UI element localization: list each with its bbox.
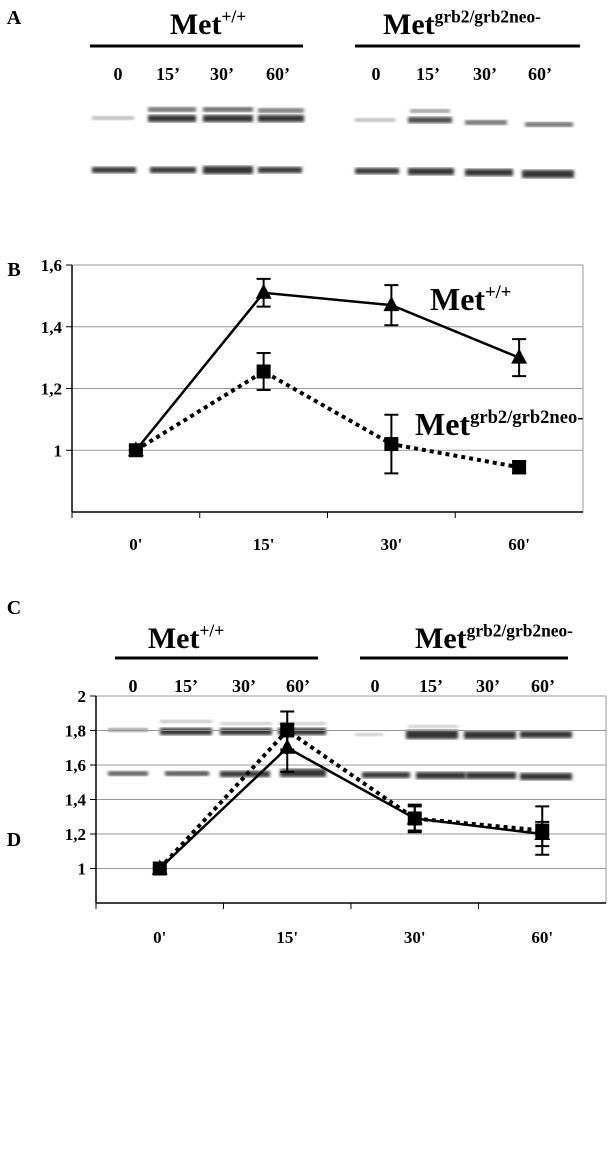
- marker: [384, 437, 399, 452]
- time-label: 30’: [476, 676, 500, 696]
- x-tick-label: 30': [404, 928, 426, 947]
- series-line: [158, 746, 543, 870]
- series-line: [134, 291, 520, 452]
- x-tick-label: 60': [531, 928, 553, 947]
- y-tick-label: 1,2: [41, 380, 62, 399]
- marker: [511, 348, 528, 364]
- time-label: 15’: [156, 64, 180, 84]
- time-label: 30’: [232, 676, 256, 696]
- time-label: 0: [372, 64, 381, 84]
- x-tick-label: 15': [253, 535, 275, 554]
- y-tick-label: 1: [54, 441, 63, 460]
- time-label: 60’: [531, 676, 555, 696]
- x-tick-label: 15': [276, 928, 298, 947]
- label: Metgrb2/grb2neo-: [415, 406, 583, 442]
- x-tick-label: 30': [381, 535, 403, 554]
- y-tick-label: 1,6: [65, 756, 86, 775]
- y-tick-label: 1,4: [41, 318, 63, 337]
- label: Met+/+: [170, 7, 246, 41]
- series-line: [134, 369, 520, 470]
- label-sup: +/+: [199, 621, 224, 641]
- x-tick-label: 0': [129, 535, 142, 554]
- marker: [128, 443, 143, 458]
- x-tick-label: 0': [153, 928, 166, 947]
- series-line: [158, 727, 543, 870]
- blot-a: [92, 107, 574, 178]
- time-label: 0: [371, 676, 380, 696]
- y-tick-label: 1,6: [41, 256, 62, 275]
- y-tick-label: 2: [78, 687, 87, 706]
- time-label: 0: [129, 676, 138, 696]
- label: Met+/+: [148, 621, 224, 655]
- panel-label: D: [7, 829, 21, 851]
- label-base: Met: [148, 622, 200, 655]
- time-label: 30’: [210, 64, 234, 84]
- marker: [383, 296, 400, 312]
- marker: [255, 283, 272, 299]
- time-label: 15’: [416, 64, 440, 84]
- label-sup: +/+: [221, 7, 246, 27]
- panel-label: A: [7, 7, 22, 29]
- label-base: Met: [170, 8, 222, 41]
- blot-c: [108, 720, 572, 780]
- y-tick-label: 1: [78, 860, 87, 879]
- label-sup: +/+: [485, 282, 511, 303]
- time-label: 60’: [286, 676, 310, 696]
- time-label: 15’: [174, 676, 198, 696]
- label-base: Met: [415, 406, 470, 442]
- label: Metgrb2/grb2neo-: [415, 621, 573, 655]
- time-label: 0: [114, 64, 123, 84]
- label-sup: grb2/grb2neo-: [470, 407, 583, 428]
- label: Metgrb2/grb2neo-: [383, 7, 541, 41]
- x-tick-label: 60': [508, 535, 530, 554]
- time-label: 60’: [528, 64, 552, 84]
- marker: [256, 364, 271, 379]
- time-label: 15’: [419, 676, 443, 696]
- marker: [407, 811, 422, 826]
- y-tick-label: 1,4: [65, 791, 87, 810]
- label-sup: grb2/grb2neo-: [435, 7, 541, 27]
- label-sup: grb2/grb2neo-: [467, 621, 573, 641]
- marker: [280, 723, 295, 738]
- marker: [535, 823, 550, 838]
- label-base: Met: [430, 281, 485, 317]
- y-tick-label: 1,8: [65, 722, 86, 741]
- panel-label: B: [7, 259, 20, 281]
- marker: [512, 460, 527, 475]
- y-tick-label: 1,2: [65, 825, 86, 844]
- marker: [152, 861, 167, 876]
- panel-label: C: [7, 597, 21, 619]
- label: Met+/+: [430, 281, 511, 317]
- time-label: 30’: [473, 64, 497, 84]
- label-base: Met: [415, 622, 467, 655]
- label-base: Met: [383, 8, 435, 41]
- time-label: 60’: [266, 64, 290, 84]
